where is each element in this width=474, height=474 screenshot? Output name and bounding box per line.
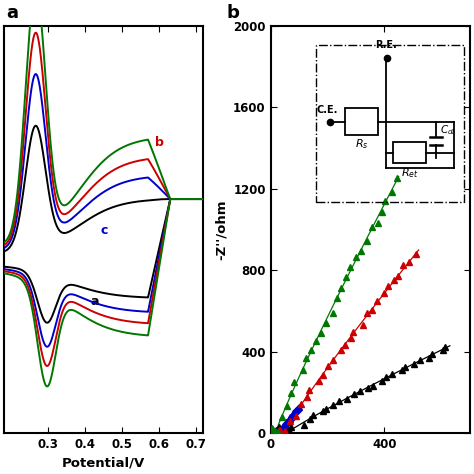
Text: b: b [227,4,240,22]
Text: a: a [6,4,18,22]
Text: a: a [91,295,100,308]
X-axis label: Potential/V: Potential/V [62,457,146,470]
Y-axis label: -Z''/ohm: -Z''/ohm [215,200,228,260]
Text: b: b [155,136,164,149]
Text: c: c [100,224,108,237]
